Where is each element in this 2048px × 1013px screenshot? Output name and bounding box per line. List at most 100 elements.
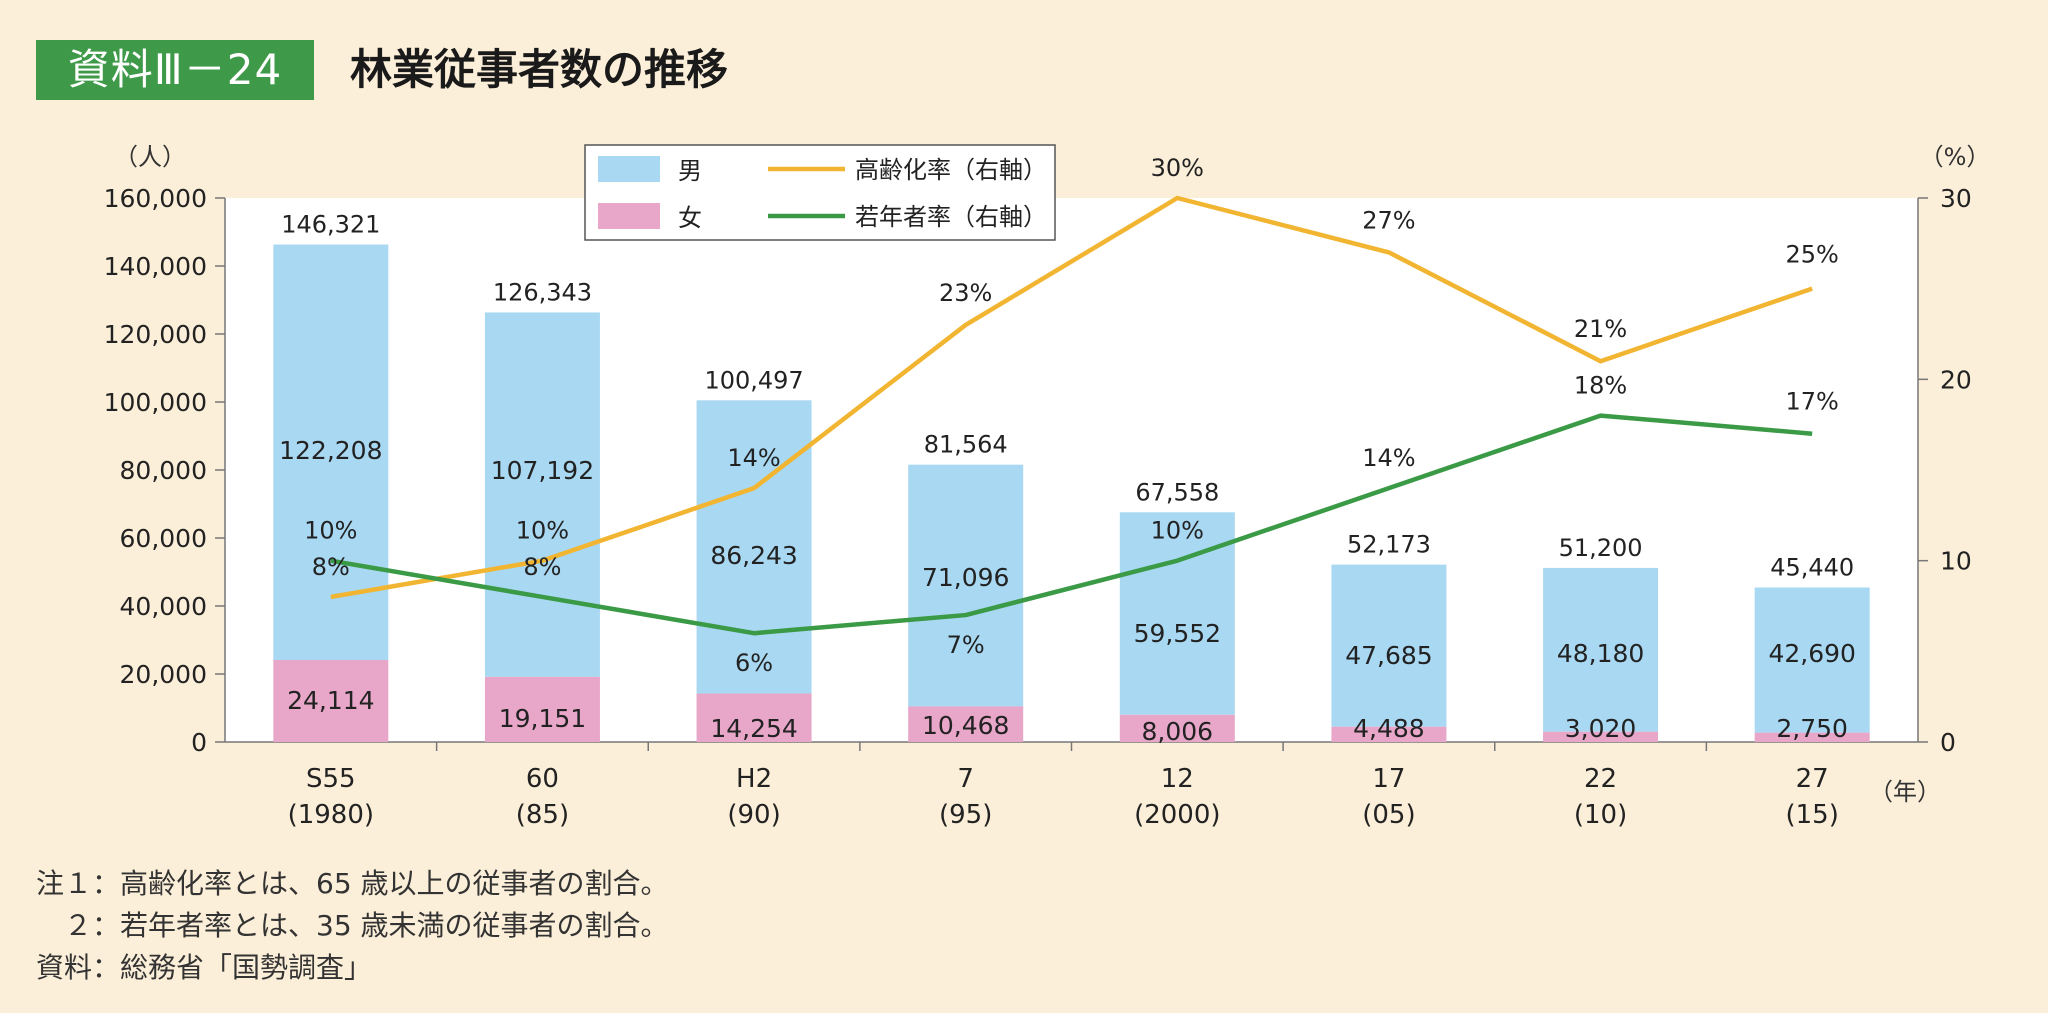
x-tick-label-year: (10) xyxy=(1574,800,1627,830)
aging-rate-label: 14% xyxy=(727,444,780,472)
bar-female xyxy=(1331,726,1447,742)
bar-female xyxy=(1119,714,1235,742)
plot-area xyxy=(225,198,1918,742)
legend-label-aging: 高齢化率（右軸） xyxy=(855,156,1047,184)
bar-female xyxy=(1543,731,1659,742)
bar-female-label: 2,750 xyxy=(1776,714,1848,743)
y2-axis-unit: （%） xyxy=(1920,143,1991,171)
bar-total-label: 45,440 xyxy=(1770,554,1854,582)
aging-rate-label: 8% xyxy=(312,553,350,581)
bar-female xyxy=(696,693,812,742)
y-tick-label: 120,000 xyxy=(104,320,207,349)
note-youth-definition: ２：若年者率とは、35 歳未満の従事者の割合。 xyxy=(36,909,669,942)
y-axis-unit: （人） xyxy=(114,143,186,171)
y2-tick-label: 20 xyxy=(1940,365,1972,394)
bar-male-label: 59,552 xyxy=(1134,619,1221,648)
y-tick-label: 40,000 xyxy=(120,592,207,621)
bar-total-label: 146,321 xyxy=(281,211,380,239)
youth-rate-label: 18% xyxy=(1574,372,1627,400)
legend-swatch-male xyxy=(598,156,660,182)
y-tick-label: 20,000 xyxy=(120,660,207,689)
y2-tick-label: 0 xyxy=(1940,728,1956,757)
bar-male xyxy=(908,464,1024,707)
aging-rate-label: 23% xyxy=(939,279,992,307)
youth-rate-label: 10% xyxy=(1151,517,1204,545)
bar-female-label: 3,020 xyxy=(1565,714,1637,743)
youth-rate-label: 10% xyxy=(304,517,357,545)
bar-female xyxy=(908,706,1024,742)
bar-male-label: 86,243 xyxy=(710,541,797,570)
x-tick-label-year: (85) xyxy=(516,800,569,830)
bar-female xyxy=(484,676,600,742)
x-tick-label: H2 xyxy=(736,764,772,794)
bar-male-label: 47,685 xyxy=(1345,641,1432,670)
bar-male-label: 71,096 xyxy=(922,563,1009,592)
bar-total-label: 51,200 xyxy=(1559,534,1643,562)
bar-male-label: 48,180 xyxy=(1557,639,1644,668)
youth-rate-label: 17% xyxy=(1786,388,1839,416)
bar-female xyxy=(1754,732,1870,742)
legend-box xyxy=(584,144,1056,241)
y-tick-label: 160,000 xyxy=(104,184,207,213)
bar-total-label: 81,564 xyxy=(924,431,1008,459)
x-tick-label-year: (2000) xyxy=(1134,800,1220,830)
x-axis-unit: （年） xyxy=(1869,778,1941,806)
bar-total-label: 100,497 xyxy=(704,366,803,394)
bar-female-label: 24,114 xyxy=(287,686,374,715)
bar-male xyxy=(696,400,812,694)
bar-female xyxy=(273,660,389,742)
youth-rate-label: 6% xyxy=(735,649,773,677)
bar-male xyxy=(484,312,600,677)
y-tick-label: 80,000 xyxy=(120,456,207,485)
aging-rate-label: 27% xyxy=(1362,206,1415,234)
y-tick-label: 140,000 xyxy=(104,252,207,281)
legend-label-male: 男 xyxy=(678,157,702,185)
x-tick-label-year: (90) xyxy=(727,800,780,830)
x-tick-label: 12 xyxy=(1161,764,1194,794)
x-tick-label: 22 xyxy=(1584,764,1617,794)
chart: 0 20,000 40,000 60,000 80,000 100,000 120,000 1… xyxy=(104,143,1991,830)
bar-female-label: 8,006 xyxy=(1142,717,1214,746)
figure-title: 林業従事者数の推移 xyxy=(350,45,729,94)
x-tick-label-year: (1980) xyxy=(288,800,374,830)
x-tick-label: 60 xyxy=(526,764,559,794)
aging-rate-label: 21% xyxy=(1574,315,1627,343)
youth-rate-label: 14% xyxy=(1362,444,1415,472)
bar-total-label: 52,173 xyxy=(1347,531,1431,559)
x-tick-label: 17 xyxy=(1372,764,1405,794)
youth-rate-label: 7% xyxy=(947,631,985,659)
note-source: 資料：総務省「国勢調査」 xyxy=(36,951,373,984)
bar-male xyxy=(1754,587,1870,733)
bar-male xyxy=(1543,567,1659,732)
bar-total-label: 126,343 xyxy=(493,278,592,306)
note-aging-definition: 注１：高齢化率とは、65 歳以上の従事者の割合。 xyxy=(36,867,669,900)
y-tick-label: 60,000 xyxy=(120,524,207,553)
bar-female-label: 14,254 xyxy=(710,714,797,743)
x-tick-label-year: (95) xyxy=(939,800,992,830)
bar-male-label: 42,690 xyxy=(1768,639,1855,668)
x-tick-label: S55 xyxy=(306,764,356,794)
bar-male-label: 107,192 xyxy=(491,456,594,485)
figure-label: 資料Ⅲ－24 xyxy=(36,40,314,100)
aging-rate-line xyxy=(330,195,1813,600)
bar-male xyxy=(1331,564,1447,727)
aging-rate-label: 25% xyxy=(1786,241,1839,269)
x-tick-label-year: (15) xyxy=(1786,800,1839,830)
legend-label-female: 女 xyxy=(678,204,702,232)
y2-tick-label: 10 xyxy=(1940,547,1972,576)
youth-rate-label: 8% xyxy=(523,553,561,581)
bar-female-label: 4,488 xyxy=(1353,714,1425,743)
bar-female-label: 10,468 xyxy=(922,711,1009,740)
aging-rate-label: 10% xyxy=(516,517,569,545)
y2-tick-label: 30 xyxy=(1940,184,1972,213)
legend-swatch-female xyxy=(598,203,660,229)
x-tick-label: 27 xyxy=(1796,764,1829,794)
x-tick-label: 7 xyxy=(957,764,974,794)
bar-male-label: 122,208 xyxy=(279,436,382,465)
x-tick-label-year: (05) xyxy=(1362,800,1415,830)
bar-total-label: 67,558 xyxy=(1135,478,1219,506)
y-tick-label: 100,000 xyxy=(104,388,207,417)
legend-label-youth: 若年者率（右軸） xyxy=(855,203,1047,231)
youth-rate-line xyxy=(330,413,1813,636)
aging-rate-label: 30% xyxy=(1151,154,1204,182)
